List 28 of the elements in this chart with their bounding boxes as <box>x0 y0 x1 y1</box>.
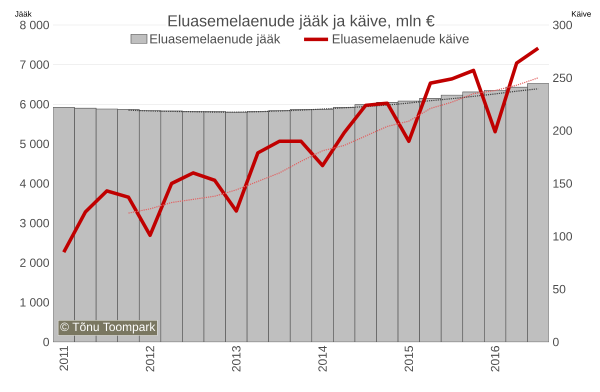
y2-tick-label: 250 <box>553 74 572 82</box>
y-tick-label: 0 <box>43 338 50 346</box>
chart-title: Eluasemelaenude jääk ja käive, mln € <box>168 14 435 30</box>
y2-tick-label: 50 <box>553 284 566 294</box>
y2-tick-label: 200 <box>553 126 572 135</box>
y-tick-label: 4 000 <box>20 179 50 188</box>
y-tick-label: 5 000 <box>20 140 50 148</box>
y2-tick-label: 0 <box>552 338 559 346</box>
x-tick-label: 2016 <box>490 346 500 372</box>
y-tick-label: 7 000 <box>20 60 50 69</box>
x-tick-label: 2013 <box>232 346 241 372</box>
y2-tick-label: 150 <box>553 179 572 188</box>
annotation: © Tõnu Toompark <box>60 322 156 334</box>
x-tick-label: 2012 <box>146 346 154 372</box>
y-tick-label: 3 000 <box>20 218 50 228</box>
y-tick-label: 8 000 <box>20 20 50 30</box>
y-tick-label: 2 000 <box>20 258 50 267</box>
y-tick-label: 1 000 <box>20 298 50 307</box>
x-tick-label: 2015 <box>404 346 414 372</box>
y2-tick-label: 300 <box>552 20 572 30</box>
line-series <box>128 77 539 214</box>
line-series <box>62 46 540 254</box>
x-tick-label: 2014 <box>318 346 327 372</box>
legend-label: Eluasemelaenude käive <box>332 34 469 44</box>
x-tick-label: 2011 <box>60 346 68 371</box>
y-tick-label: 6 000 <box>20 100 50 108</box>
y2-tick-label: 100 <box>553 232 572 241</box>
legend-label: Eluasemelaenude jääk <box>150 34 280 46</box>
